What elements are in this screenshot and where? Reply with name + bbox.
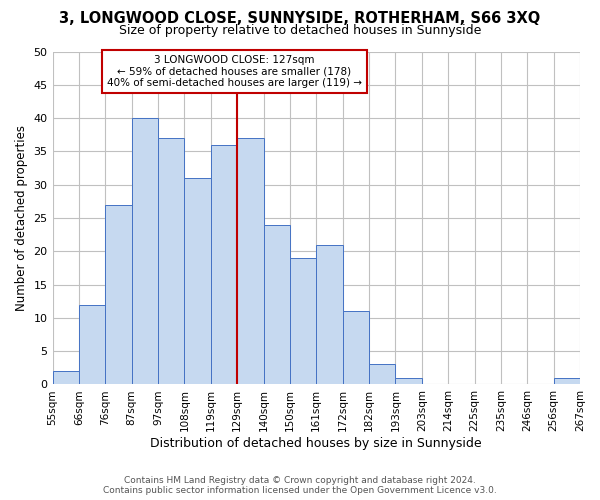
- Bar: [343, 311, 369, 384]
- Y-axis label: Number of detached properties: Number of detached properties: [15, 125, 28, 311]
- Text: Contains HM Land Registry data © Crown copyright and database right 2024.
Contai: Contains HM Land Registry data © Crown c…: [103, 476, 497, 495]
- Bar: [237, 138, 263, 384]
- Bar: [211, 144, 237, 384]
- Bar: [316, 244, 343, 384]
- Bar: [131, 118, 158, 384]
- Text: Size of property relative to detached houses in Sunnyside: Size of property relative to detached ho…: [119, 24, 481, 37]
- Bar: [53, 371, 79, 384]
- Bar: [395, 378, 422, 384]
- X-axis label: Distribution of detached houses by size in Sunnyside: Distribution of detached houses by size …: [151, 437, 482, 450]
- Bar: [263, 224, 290, 384]
- Bar: [184, 178, 211, 384]
- Bar: [105, 204, 131, 384]
- Bar: [290, 258, 316, 384]
- Bar: [158, 138, 184, 384]
- Bar: [554, 378, 580, 384]
- Text: 3 LONGWOOD CLOSE: 127sqm
← 59% of detached houses are smaller (178)
40% of semi-: 3 LONGWOOD CLOSE: 127sqm ← 59% of detach…: [107, 55, 362, 88]
- Text: 3, LONGWOOD CLOSE, SUNNYSIDE, ROTHERHAM, S66 3XQ: 3, LONGWOOD CLOSE, SUNNYSIDE, ROTHERHAM,…: [59, 11, 541, 26]
- Bar: [369, 364, 395, 384]
- Bar: [79, 304, 105, 384]
